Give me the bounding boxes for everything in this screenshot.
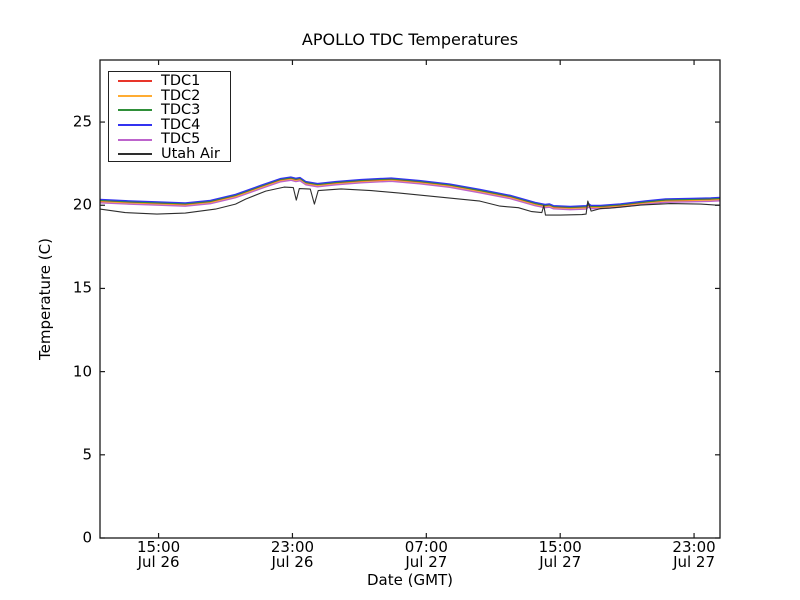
x-tick-date: Jul 27 (405, 553, 448, 571)
x-axis-label: Date (GMT) (366, 571, 454, 589)
legend-line-swatch-icon (118, 124, 152, 127)
legend-line-swatch-icon (118, 94, 152, 97)
chart-title: APOLLO TDC Temperatures (301, 30, 519, 49)
legend-entry-tdc2: TDC2 (118, 89, 230, 104)
legend-entry-tdc5: TDC5 (118, 132, 230, 147)
x-tick-label: 07:00 Jul 27 (405, 540, 448, 570)
y-tick-label: 0 (82, 528, 92, 547)
x-tick-label: 15:00 Jul 27 (539, 540, 582, 570)
series-line-tdc2 (99, 178, 721, 210)
series-line-utah-air (99, 186, 720, 216)
legend-label: TDC5 (161, 131, 201, 148)
legend: TDC1 TDC2 TDC3 TDC4 TDC5 Utah Air (108, 71, 231, 162)
legend-label: TDC2 (161, 87, 201, 104)
x-tick-date: Jul 27 (673, 553, 716, 571)
series-line-tdc1 (99, 177, 721, 209)
legend-label: Utah Air (161, 146, 220, 163)
legend-entry-tdc4: TDC4 (118, 118, 230, 133)
legend-entry-tdc3: TDC3 (118, 103, 230, 118)
y-tick-label: 5 (82, 445, 92, 464)
x-tick-label: 23:00 Jul 26 (271, 540, 314, 570)
y-tick-label: 15 (72, 279, 92, 298)
legend-entry-utah-air: Utah Air (118, 147, 230, 162)
x-tick-time: 15:00 (136, 538, 181, 556)
legend-line-swatch-icon (118, 80, 152, 83)
x-tick-time: 15:00 (538, 538, 582, 556)
y-tick-label: 20 (72, 195, 92, 214)
x-tick-time: 23:00 (270, 538, 315, 556)
x-tick-date: Jul 27 (539, 553, 582, 571)
y-tick-label: 10 (72, 362, 92, 381)
series-line-tdc3 (99, 177, 721, 208)
legend-line-swatch-icon (118, 109, 152, 112)
x-tick-time: 07:00 (404, 538, 448, 556)
legend-label: TDC3 (161, 102, 201, 119)
legend-line-swatch-icon (118, 138, 152, 141)
legend-label: TDC4 (161, 116, 201, 133)
legend-entry-tdc1: TDC1 (118, 74, 230, 89)
legend-label: TDC1 (161, 73, 201, 90)
x-tick-label: 15:00 Jul 26 (137, 540, 180, 570)
legend-line-swatch-icon (118, 153, 152, 156)
y-tick-label: 25 (72, 112, 92, 131)
x-tick-time: 23:00 (672, 538, 716, 556)
plot-spines (99, 59, 721, 539)
series-line-tdc4 (99, 176, 721, 208)
y-axis-label: Temperature (C) (36, 238, 54, 360)
x-tick-date: Jul 26 (271, 553, 314, 571)
x-tick-label: 23:00 Jul 27 (672, 540, 715, 570)
x-tick-date: Jul 26 (137, 553, 180, 571)
